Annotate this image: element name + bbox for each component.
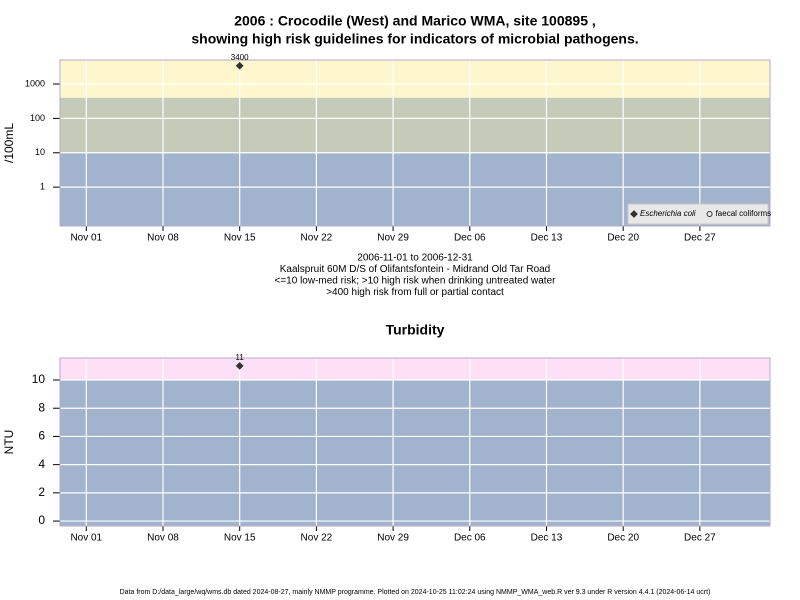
data-point <box>235 61 244 70</box>
note: 2006-11-01 to 2006-12-31 <box>357 253 473 264</box>
guideline-band <box>60 380 770 526</box>
x-tick-label: Dec 13 <box>531 233 563 244</box>
x-tick-label: Dec 27 <box>684 233 716 244</box>
y-tick-label: 100 <box>30 113 45 123</box>
y-tick-label: 10 <box>35 147 45 157</box>
y-tick-label: 4 <box>38 457 45 471</box>
x-tick-label: Nov 08 <box>147 233 179 244</box>
x-tick-label: Nov 29 <box>377 533 409 544</box>
y-tick-label: 2 <box>38 485 45 499</box>
x-tick-label: Nov 08 <box>147 533 179 544</box>
y-axis-label: /100mL <box>2 123 16 163</box>
legend-label: faecal coliforms <box>716 209 772 218</box>
x-tick-label: Dec 27 <box>684 533 716 544</box>
plot-border <box>59 59 771 227</box>
y-tick-label: 10 <box>32 372 46 386</box>
data-label: 11 <box>236 353 245 362</box>
x-tick-label: Dec 06 <box>454 233 486 244</box>
chart-subtitle: showing high risk guidelines for indicat… <box>191 31 638 47</box>
legend-label: Escherichia coli <box>640 209 696 218</box>
legend-marker <box>630 210 638 218</box>
y-tick-label: 0 <box>38 513 45 527</box>
legend-marker <box>706 211 713 217</box>
x-tick-label: Dec 06 <box>454 533 486 544</box>
note: Kaalspruit 60M D/S of Olifantsfontein - … <box>280 264 551 275</box>
guideline-band <box>60 60 770 98</box>
note: >400 high risk from full or partial cont… <box>326 287 504 298</box>
y-tick-label: 1 <box>40 182 45 192</box>
y-tick-label: 6 <box>38 429 45 443</box>
footer: Data from D:/data_large/wq/wms.db dated … <box>120 589 711 596</box>
x-tick-label: Nov 29 <box>377 233 409 244</box>
y-tick-label: 8 <box>38 400 45 414</box>
y-axis-label: NTU <box>2 430 16 455</box>
x-tick-label: Dec 20 <box>607 533 639 544</box>
x-tick-label: Nov 01 <box>70 533 102 544</box>
x-tick-label: Nov 22 <box>301 233 333 244</box>
chart-title: 2006 : Crocodile (West) and Marico WMA, … <box>234 13 596 29</box>
x-tick-label: Nov 22 <box>301 533 333 544</box>
x-tick-label: Dec 13 <box>531 533 563 544</box>
data-label: 3400 <box>231 53 249 62</box>
y-tick-label: 1000 <box>25 78 45 88</box>
data-point <box>235 361 244 370</box>
note: <=10 low-med risk; >10 high risk when dr… <box>275 276 557 287</box>
guideline-band <box>60 358 770 381</box>
x-tick-label: Nov 15 <box>224 533 256 544</box>
chart-title: Turbidity <box>386 322 445 338</box>
x-tick-label: Dec 20 <box>607 233 639 244</box>
plot-border <box>59 357 771 527</box>
guideline-band <box>60 97 770 153</box>
x-tick-label: Nov 01 <box>70 233 102 244</box>
legend-box <box>627 203 769 225</box>
x-tick-label: Nov 15 <box>224 233 256 244</box>
